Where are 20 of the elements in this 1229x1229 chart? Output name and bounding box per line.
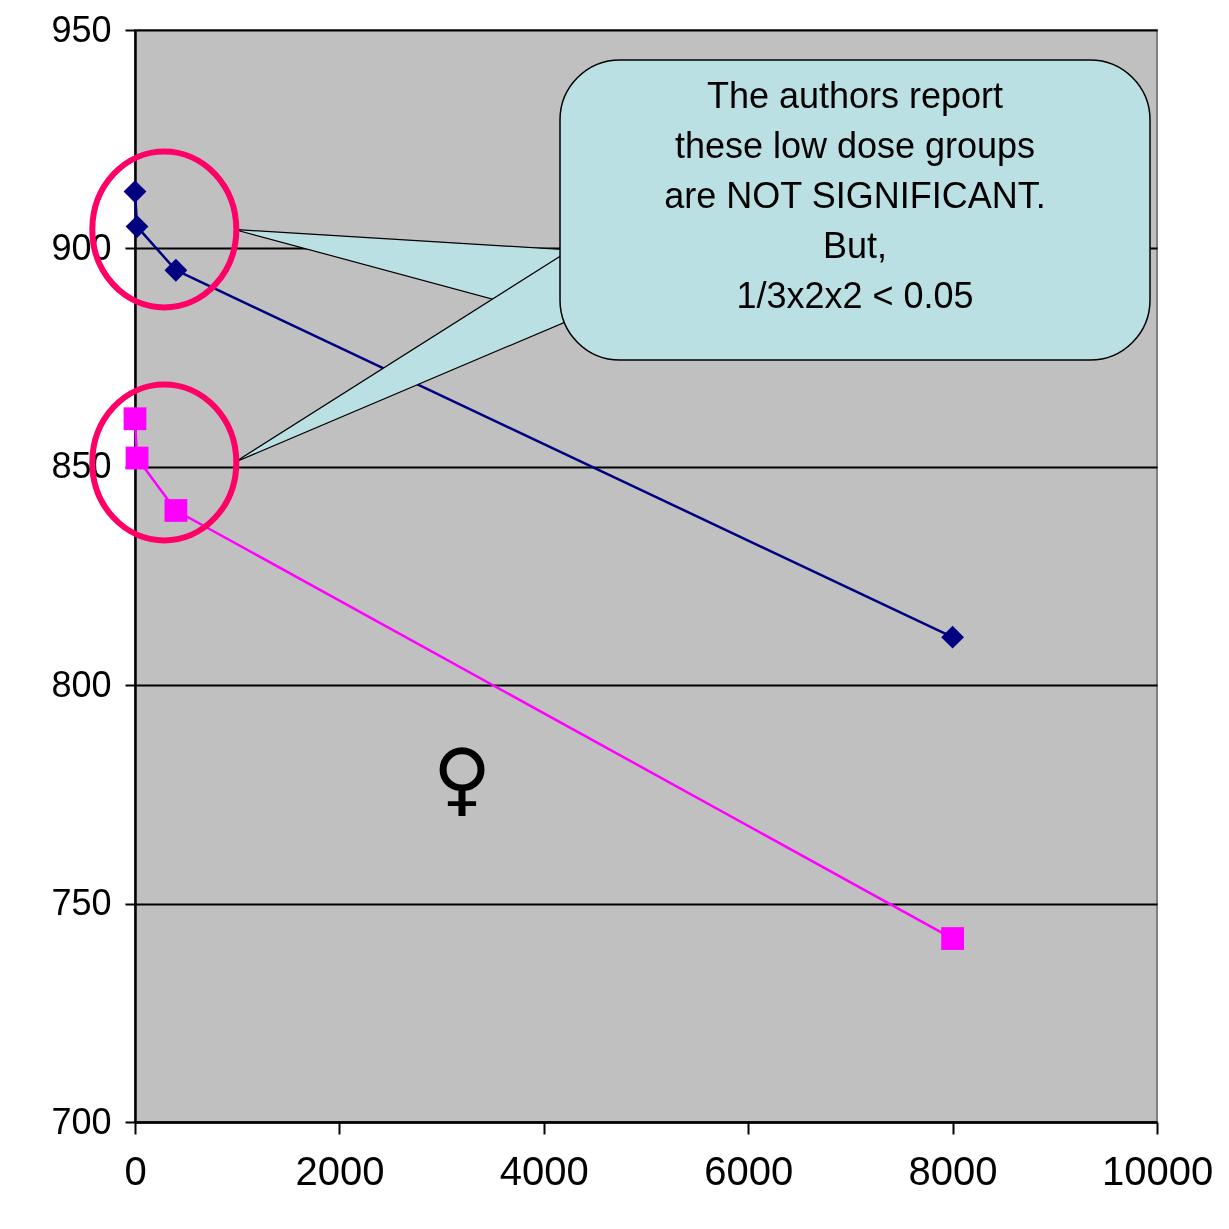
y-tick-label: 950 bbox=[51, 8, 112, 50]
point bbox=[125, 446, 149, 470]
y-tick-label: 750 bbox=[51, 882, 112, 924]
x-tick-label: 4000 bbox=[499, 1148, 589, 1193]
x-tick-label: 8000 bbox=[908, 1148, 998, 1193]
x-tick-label: 6000 bbox=[704, 1148, 794, 1193]
x-tick-label: 0 bbox=[124, 1148, 147, 1193]
point bbox=[941, 927, 964, 950]
point bbox=[125, 215, 149, 238]
point bbox=[164, 499, 188, 522]
point bbox=[123, 407, 147, 431]
point bbox=[164, 258, 188, 282]
annotation: ♀ bbox=[432, 732, 492, 826]
point bbox=[941, 625, 964, 649]
point bbox=[123, 180, 147, 204]
x-tick-label: 2000 bbox=[295, 1148, 385, 1193]
y-tick-label: 800 bbox=[51, 663, 112, 705]
y-tick-label: 700 bbox=[51, 1100, 112, 1142]
x-tick-label: 10000 bbox=[1101, 1148, 1214, 1193]
annotation: The authors report these low dose groups are NOT SIGNIFICANT. But, 1/3x2x2 < 0.05 bbox=[664, 75, 1046, 316]
